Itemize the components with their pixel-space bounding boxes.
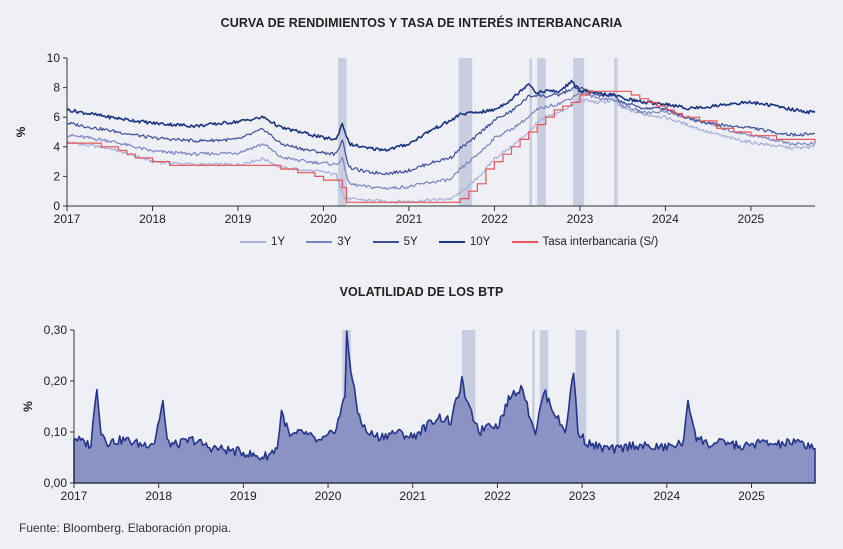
y-tick-label: 0,00: [44, 476, 68, 490]
yield-curve-chart: 0 2 4 6 8 10 2017 2018 2019 2020 2021 2022 2023 2024 2…: [14, 51, 816, 226]
series-3y: [67, 90, 816, 190]
x-tick-label: 2018: [145, 489, 172, 503]
series-10y: [66, 79, 816, 152]
yield-legend: 1Y 3Y 5Y 10Y Tasa interbancaria (S/): [240, 236, 676, 250]
x-tick-label: 2017: [61, 489, 88, 503]
x-tick-label: 2024: [652, 212, 679, 226]
y-tick-label: 0,20: [44, 374, 68, 388]
shaded-period-1: [458, 58, 473, 206]
x-tick-label: 2019: [230, 489, 257, 503]
x-tick-label: 2019: [225, 212, 252, 226]
chart-title-volatility: VOLATILIDAD DE LOS BTP: [339, 285, 504, 299]
series-interbank-rate: [67, 90, 816, 203]
y-tick-label: 2: [53, 169, 60, 183]
x-tick-label: 2017: [54, 212, 81, 226]
legend-5y-label: 5Y: [403, 236, 418, 248]
shaded-period-5: [614, 58, 618, 206]
y-tick-label: 0,30: [44, 323, 68, 337]
volatility-area: [73, 330, 816, 484]
legend-1y-swatch: [240, 240, 266, 243]
series-1y: [66, 98, 816, 204]
legend-5y: 5Y: [372, 236, 418, 248]
chart-title-yield-curve: CURVA DE RENDIMIENTOS Y TASA DE INTERÉS …: [220, 16, 623, 30]
legend-3y-label: 3Y: [337, 236, 352, 248]
legend-10y-label: 10Y: [469, 236, 491, 248]
x-tick-label: 2024: [653, 489, 680, 503]
legend-rate: Tasa interbancaria (S/): [511, 236, 659, 248]
x-tick-label: 2021: [399, 489, 426, 503]
x-tick-label: 2023: [569, 489, 596, 503]
legend-1y-label: 1Y: [271, 236, 286, 248]
shaded-period-0: [337, 58, 347, 206]
x-tick-label: 2020: [310, 212, 337, 226]
series-5y: [66, 86, 816, 176]
volatility-chart: 0,00 0,10 0,20 0,30 2017 2018 2019 2020 2021 2022…: [21, 323, 816, 503]
shaded-period-2: [532, 330, 535, 483]
legend-3y: 3Y: [306, 236, 351, 248]
y-tick-label: 4: [53, 140, 60, 154]
y-tick-label: 0,10: [44, 425, 68, 439]
x-tick-label: 2021: [396, 212, 423, 226]
shaded-period-4: [573, 58, 585, 206]
legend-rate-label: Tasa interbancaria (S/): [542, 236, 659, 248]
x-tick-label: 2022: [484, 489, 511, 503]
x-tick-label: 2022: [481, 212, 508, 226]
y-axis-label: %: [21, 401, 35, 412]
y-axis-label: %: [14, 126, 28, 137]
x-tick-label: 2023: [567, 212, 594, 226]
y-tick-label: 0: [53, 199, 60, 213]
y-tick-label: 10: [47, 51, 61, 65]
y-tick-label: 6: [53, 110, 60, 124]
legend-10y: 10Y: [438, 236, 491, 248]
shaded-period-3: [537, 58, 546, 206]
shaded-period-4: [575, 330, 587, 483]
shaded-period-5: [615, 330, 620, 483]
source-note: Fuente: Bloomberg. Elaboración propia.: [19, 521, 232, 535]
x-tick-label: 2020: [315, 489, 342, 503]
legend-5y-swatch: [372, 240, 399, 243]
legend-3y-swatch: [306, 240, 333, 243]
legend-rate-swatch: [511, 240, 538, 243]
legend-1y: 1Y: [240, 236, 285, 248]
y-tick-label: 8: [53, 81, 60, 95]
legend-10y-swatch: [438, 240, 465, 243]
x-tick-label: 2025: [738, 212, 765, 226]
x-tick-label: 2025: [738, 489, 765, 503]
x-tick-label: 2018: [139, 212, 166, 226]
